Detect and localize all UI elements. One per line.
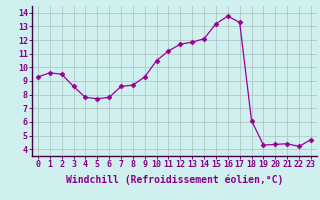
X-axis label: Windchill (Refroidissement éolien,°C): Windchill (Refroidissement éolien,°C) bbox=[66, 175, 283, 185]
